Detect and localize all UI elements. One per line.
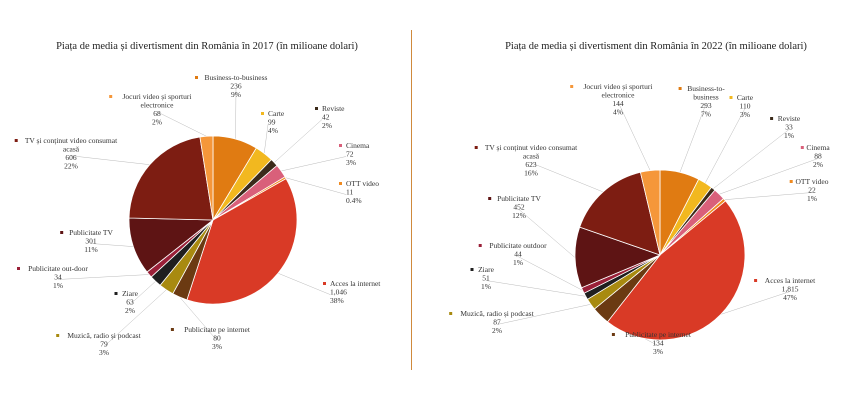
data-label-muzica-radio-si-podcast: Muzică, radio și podcast 87 2%: [460, 309, 534, 335]
data-label-acces-la-internet: Acces la internet 1,815 47%: [765, 276, 816, 302]
leader-line: [90, 243, 134, 247]
leader-line: [285, 177, 347, 195]
data-label-carte: Carte 110 3%: [737, 93, 754, 119]
legend-marker: [754, 279, 758, 282]
legend-marker: [678, 87, 682, 90]
data-label-ziare: Ziare 63 2%: [122, 289, 138, 315]
data-label-business-to-business: Business-to-business 236 9%: [205, 73, 268, 99]
legend-marker: [261, 112, 264, 115]
chart-title-2022: Piața de media și divertisment din Român…: [505, 41, 807, 52]
leader-line: [713, 129, 790, 189]
leader-line: [517, 256, 583, 291]
data-label-ott-video: OTT video 11 0.4%: [346, 179, 379, 205]
data-label-publicitate-outdoor: Publicitate outdoor 44 1%: [489, 241, 547, 267]
legend-marker: [17, 267, 20, 270]
legend-marker: [323, 282, 326, 285]
legend-marker: [56, 334, 60, 337]
legend-marker: [478, 244, 482, 247]
chart-divider: [411, 30, 412, 370]
leader-line: [719, 158, 819, 195]
pie-slice-tv-si-continut-video-consumat-acasa: [579, 171, 661, 256]
legend-marker: [60, 231, 64, 234]
data-label-carte: Carte 99 4%: [268, 109, 285, 135]
data-label-jocuri-video-si-sporturi-electronice: Jocuri video și sporturi electronice 68 2%: [123, 92, 192, 127]
legend-marker: [611, 333, 615, 336]
legend-marker: [729, 96, 733, 99]
leader-line: [277, 272, 331, 295]
leader-line: [679, 103, 707, 173]
pie-slice-publicitate-tv: [574, 226, 662, 289]
legend-marker: [470, 268, 474, 271]
pie-slice-jocuri-video-si-sporturi-electronice: [639, 169, 661, 256]
pie-2017: Business-to-business 236 9%Carte 99 4% Revist…: [14, 73, 381, 357]
data-label-publicitate-pe-internet: Publicitate pe internet 80 3%: [184, 325, 251, 351]
legend-marker: [488, 197, 492, 200]
pie-2022: Business-to-business 293 7% Carte 110 3% Revis…: [449, 82, 830, 356]
leader-line: [179, 296, 218, 341]
legend-marker: [770, 117, 774, 120]
data-label-publicitate-pe-internet: Publicitate pe internet 134 3%: [625, 330, 692, 356]
leader-line: [103, 289, 167, 347]
leader-line: [263, 124, 269, 154]
leader-line: [720, 291, 791, 315]
legend-marker: [14, 139, 18, 142]
legend-marker: [474, 146, 478, 149]
data-label-reviste: Reviste 42 2%: [322, 104, 345, 130]
pie-slice-tv-si-continut-video-consumat-acasa: [128, 136, 214, 221]
legend-marker: [339, 182, 342, 185]
data-label-muzica-radio-si-podcast: Muzică, radio și podcast 79 3%: [67, 331, 141, 357]
legend-marker: [195, 76, 198, 79]
data-label-cinema: Cinema 72 3%: [346, 141, 370, 167]
pie-slice-acces-la-internet: [606, 200, 746, 341]
legend-marker: [315, 107, 318, 110]
legend-marker: [570, 85, 574, 88]
data-label-tv-si-continut-video-consumat-acasa: TV și conținut video consumat acasă 606 22%: [25, 136, 118, 171]
data-label-acces-la-internet: Acces la internet 1,046 38%: [330, 279, 381, 305]
legend-marker: [449, 312, 453, 315]
leader-line: [724, 192, 813, 200]
data-label-ott-video: OTT video 22 1%: [796, 177, 829, 203]
leader-line: [70, 155, 150, 165]
leader-line: [281, 156, 347, 172]
legend-marker: [800, 146, 804, 149]
legend-marker: [109, 95, 113, 98]
leader-line: [518, 209, 576, 258]
data-label-ziare: Ziare 51 1%: [478, 265, 494, 291]
leader-line: [704, 108, 746, 184]
leader-line: [530, 162, 604, 193]
legend-marker: [339, 144, 342, 147]
data-label-tv-si-continut-video-consumat-acasa: TV și conținut video consumat acasă 623 16%: [485, 143, 578, 178]
leader-line: [274, 119, 323, 163]
leader-line: [617, 101, 651, 171]
pie-slice-jocuri-video-si-sporturi-electronice: [199, 135, 214, 221]
data-label-jocuri-video-si-sporturi-electronice: Jocuri video și sporturi electronice 144 4%: [584, 82, 653, 117]
data-label-cinema: Cinema 88 2%: [806, 143, 830, 169]
leader-line: [485, 280, 586, 297]
legend-marker: [114, 292, 118, 295]
leader-line: [129, 281, 156, 305]
chart-title-2017: Piața de media și divertisment din Român…: [56, 41, 358, 52]
leader-line: [156, 111, 207, 137]
data-label-publicitate-tv: Publicitate TV 452 12%: [497, 194, 541, 220]
legend-marker: [170, 328, 174, 331]
data-label-reviste: Reviste 33 1%: [778, 114, 801, 140]
legend-marker: [789, 180, 793, 183]
data-label-publicitate-out-door: Publicitate out-door 34 1%: [28, 264, 88, 290]
leader-line: [57, 274, 150, 280]
leader-line: [235, 88, 237, 140]
data-label-publicitate-tv: Publicitate TV 301 11%: [69, 228, 113, 254]
data-label-business-to-business: Business-to-business 293 7%: [687, 84, 725, 119]
pie-slice-acces-la-internet: [186, 178, 298, 305]
leader-line: [496, 304, 591, 325]
